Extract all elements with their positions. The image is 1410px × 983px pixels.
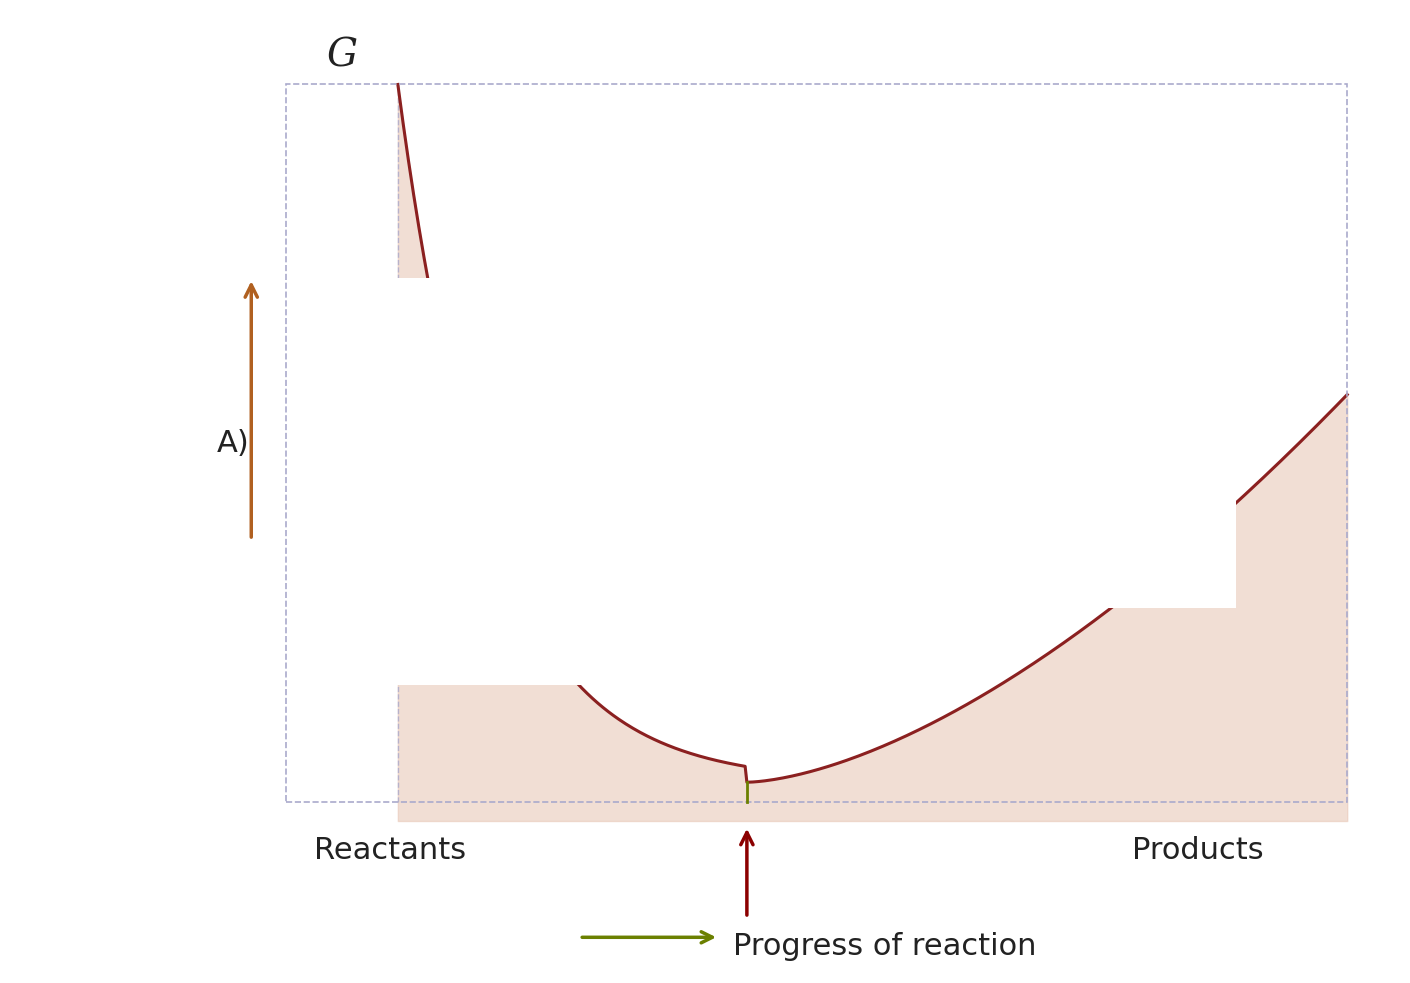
Bar <box>314 278 634 685</box>
Text: Products: Products <box>1132 836 1263 865</box>
Text: A): A) <box>216 429 250 457</box>
Text: Reactants: Reactants <box>314 836 467 865</box>
Text: G: G <box>327 37 358 75</box>
Bar <box>747 278 1235 607</box>
Text: Progress of reaction: Progress of reaction <box>733 933 1036 961</box>
